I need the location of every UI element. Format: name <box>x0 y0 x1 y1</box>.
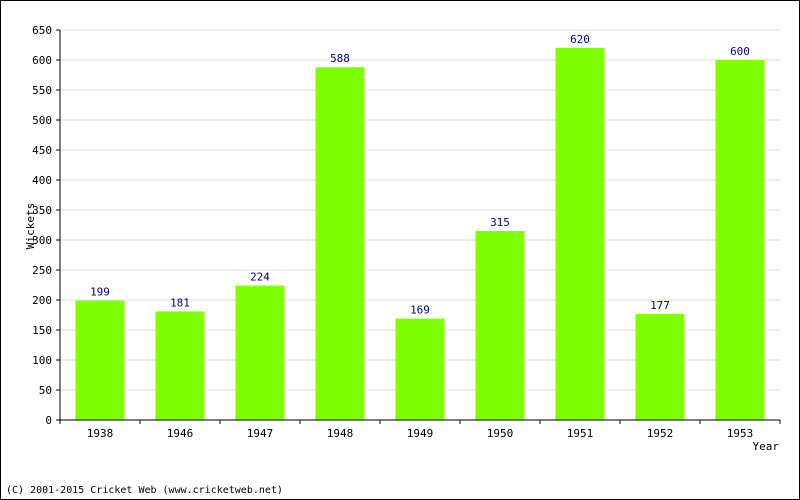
data-label-1947: 224 <box>250 271 270 284</box>
y-tick-label: 450 <box>32 144 52 157</box>
data-label-1952: 177 <box>650 299 670 312</box>
x-tick-label-1948: 1948 <box>327 427 354 440</box>
x-tick-label-1951: 1951 <box>567 427 594 440</box>
x-tick-label-1950: 1950 <box>487 427 514 440</box>
copyright-footer: (C) 2001-2015 Cricket Web (www.cricketwe… <box>6 485 283 496</box>
bar-1953 <box>715 60 765 420</box>
y-tick-label: 50 <box>39 384 52 397</box>
data-label-1938: 199 <box>90 286 110 299</box>
bar-1951 <box>555 48 605 420</box>
x-tick-label-1947: 1947 <box>247 427 274 440</box>
x-tick-label-1953: 1953 <box>727 427 754 440</box>
data-label-1948: 588 <box>330 52 350 65</box>
y-tick-label: 350 <box>32 204 52 217</box>
bar-1946 <box>155 311 205 420</box>
y-tick-labels: 0 50 100 150 200 250 300 350 400 450 500 550 600 650 <box>32 24 60 427</box>
y-tick-label: 650 <box>32 24 52 37</box>
y-tick-label: 500 <box>32 114 52 127</box>
axes-group <box>59 30 780 421</box>
x-tick-label-1946: 1946 <box>167 427 194 440</box>
bar-1948 <box>315 67 365 420</box>
y-axis-label: Wickets <box>24 203 37 249</box>
data-label-1950: 315 <box>490 216 510 229</box>
bars-group <box>75 48 765 420</box>
y-tick-label: 300 <box>32 234 52 247</box>
x-tick-label-1938: 1938 <box>87 427 114 440</box>
bar-1938 <box>75 300 125 420</box>
y-tick-label: 600 <box>32 54 52 67</box>
x-tick-labels: 1938 1946 1947 1948 1949 1950 1951 1952 1953 <box>59 420 781 440</box>
y-tick-label: 150 <box>32 324 52 337</box>
bar-1949 <box>395 318 445 420</box>
bar-1950 <box>475 231 525 420</box>
y-tick-label: 400 <box>32 174 52 187</box>
x-tick-label-1952: 1952 <box>647 427 674 440</box>
data-labels: 199 181 224 588 169 315 620 177 600 <box>90 33 750 317</box>
x-axis-label: Year <box>753 440 780 453</box>
y-tick-label: 0 <box>45 414 52 427</box>
y-tick-label: 100 <box>32 354 52 367</box>
bar-1947 <box>235 285 285 420</box>
data-label-1946: 181 <box>170 296 190 309</box>
y-tick-label: 550 <box>32 84 52 97</box>
y-tick-label: 250 <box>32 264 52 277</box>
data-label-1953: 600 <box>730 45 750 58</box>
y-tick-label: 200 <box>32 294 52 307</box>
data-label-1951: 620 <box>570 33 590 46</box>
x-tick-label-1949: 1949 <box>407 427 434 440</box>
data-label-1949: 169 <box>410 304 430 317</box>
bar-1952 <box>635 313 685 420</box>
